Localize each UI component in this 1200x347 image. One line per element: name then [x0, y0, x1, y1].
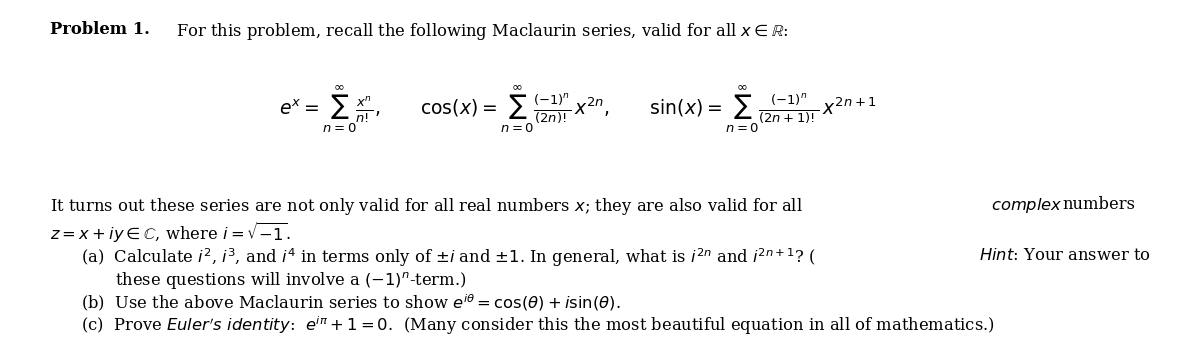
Text: $z = x + iy \in \mathbb{C}$, where $i = \sqrt{-1}$.: $z = x + iy \in \mathbb{C}$, where $i = …	[50, 220, 292, 245]
Text: $\it{complex}$: $\it{complex}$	[991, 196, 1063, 215]
Text: numbers: numbers	[1062, 196, 1135, 213]
Text: $e^{x} = \sum_{n=0}^{\infty} \frac{x^n}{n!}, \quad\quad \cos(x) = \sum_{n=0}^{\i: $e^{x} = \sum_{n=0}^{\infty} \frac{x^n}{…	[278, 82, 877, 135]
Text: Problem 1.: Problem 1.	[50, 22, 150, 39]
Text: these questions will involve a $(-1)^n$-term.): these questions will involve a $(-1)^n$-…	[115, 270, 467, 291]
Text: (b)  Use the above Maclaurin series to show $e^{i\theta} = \cos(\theta) + i\sin(: (b) Use the above Maclaurin series to sh…	[82, 292, 620, 313]
Text: It turns out these series are not only valid for all real numbers $x$; they are : It turns out these series are not only v…	[50, 196, 803, 217]
Text: (a)  Calculate $i^2$, $i^3$, and $i^4$ in terms only of $\pm i$ and $\pm 1$. In : (a) Calculate $i^2$, $i^3$, and $i^4$ in…	[82, 247, 816, 270]
Text: For this problem, recall the following Maclaurin series, valid for all $x \in \m: For this problem, recall the following M…	[176, 22, 788, 42]
Text: $\it{Hint}$: Your answer to: $\it{Hint}$: Your answer to	[979, 247, 1151, 264]
Text: (c)  Prove $\it{Euler's\ identity}$:  $e^{i\pi} + 1 = 0$.  (Many consider this t: (c) Prove $\it{Euler's\ identity}$: $e^{…	[82, 315, 995, 337]
